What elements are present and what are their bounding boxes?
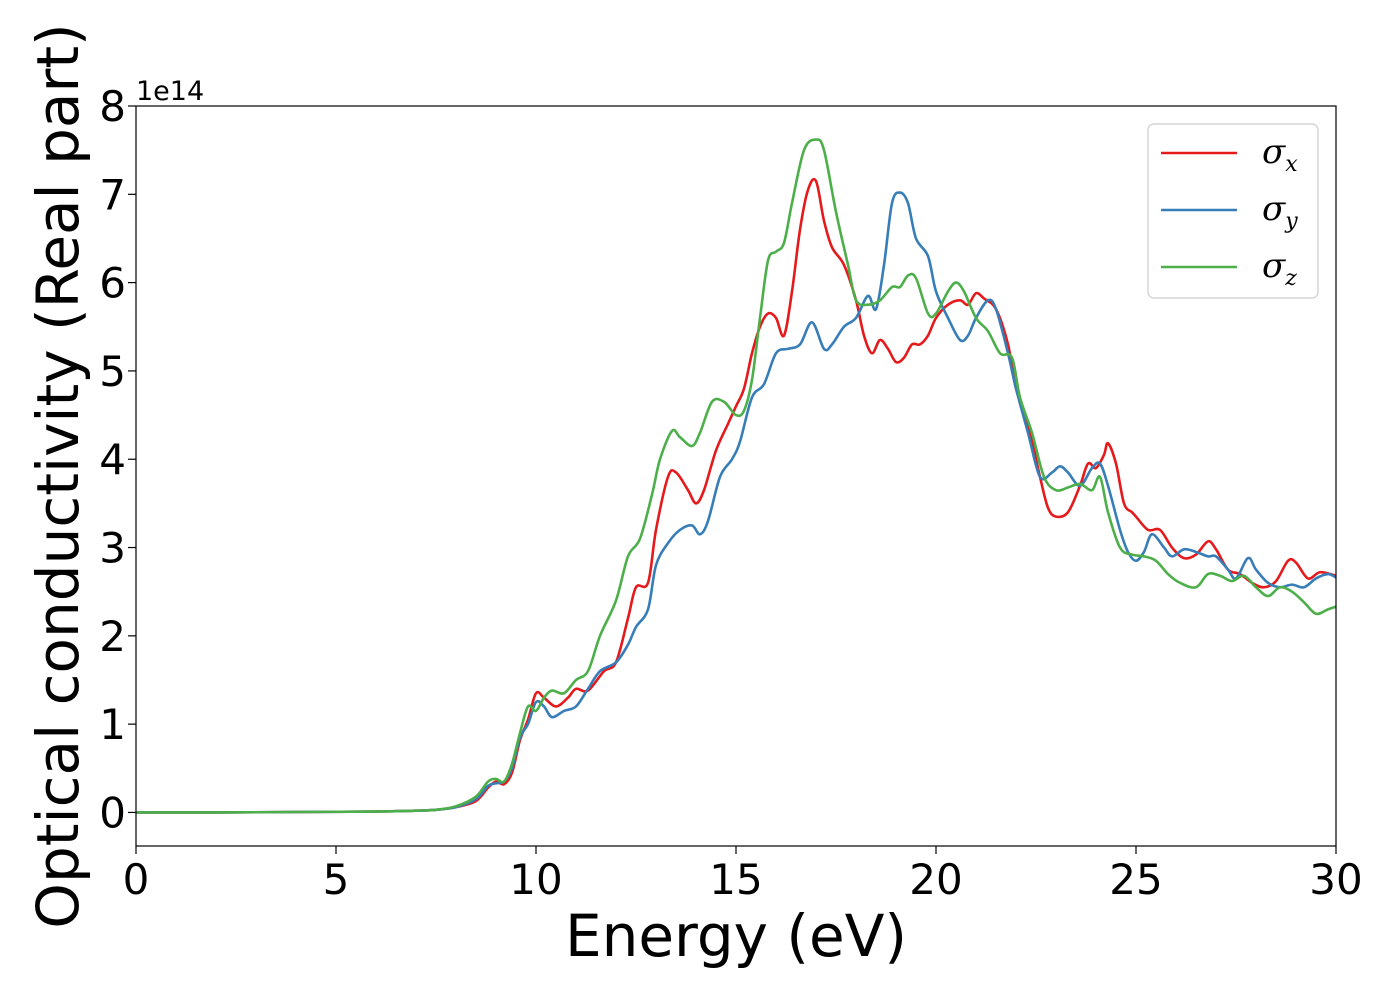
y-axis-ticks: 0 1 2 3 4 5 6 7 8 (99, 82, 136, 837)
y-axis-label: Optical conductivity (Real part) (24, 23, 92, 928)
y-tick-label: 2 (99, 612, 126, 661)
series-line-x (136, 177, 1336, 814)
x-axis-ticks: 0 5 10 15 20 25 30 (123, 846, 1363, 904)
y-tick-label: 8 (99, 82, 126, 131)
legend-label-x: σx (1262, 132, 1298, 177)
y-tick-label: 3 (99, 524, 126, 573)
x-tick-label: 0 (123, 855, 150, 904)
y-tick-label: 5 (99, 347, 126, 396)
series-layer (136, 138, 1336, 814)
y-tick-label: 6 (99, 259, 126, 308)
legend-label-z: σz (1262, 246, 1297, 291)
x-tick-label: 20 (909, 855, 962, 904)
y-tick-label: 0 (99, 788, 126, 837)
x-tick-label: 5 (323, 855, 350, 904)
x-tick-label: 25 (1109, 855, 1162, 904)
plot-area (136, 106, 1336, 846)
legend: σx σy σz (1147, 123, 1319, 299)
legend-label-y: σy (1262, 189, 1298, 234)
series-line-z (136, 138, 1336, 814)
x-tick-label: 15 (709, 855, 762, 904)
y-tick-label: 7 (99, 170, 126, 219)
y-tick-label: 4 (99, 435, 126, 484)
y-axis-offset-text: 1e14 (136, 76, 204, 107)
y-tick-label: 1 (99, 700, 126, 749)
x-axis-label: Energy (eV) (565, 902, 907, 970)
x-tick-label: 30 (1309, 855, 1362, 904)
x-tick-label: 10 (509, 855, 562, 904)
